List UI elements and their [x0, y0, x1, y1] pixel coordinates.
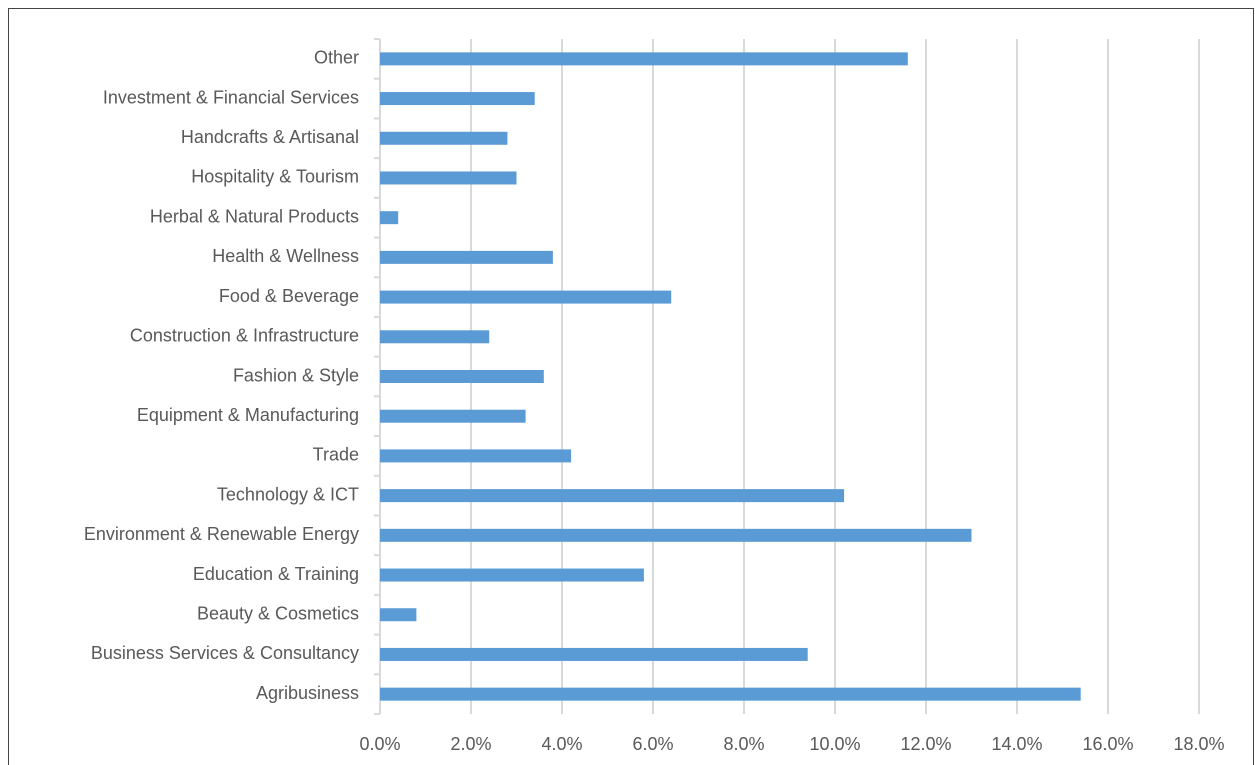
bar: [380, 290, 672, 304]
x-tick-label: 8.0%: [723, 734, 764, 754]
chart-border: [8, 8, 1254, 765]
bar: [380, 370, 544, 383]
x-tick-label: 6.0%: [632, 734, 673, 754]
y-tick-label: Hospitality & Tourism: [191, 167, 359, 187]
bar: [380, 568, 644, 582]
y-tick-label: Trade: [313, 445, 359, 465]
bar: [380, 52, 908, 66]
y-tick-label: Investment & Financial Services: [103, 87, 359, 107]
x-tick-label: 4.0%: [541, 734, 582, 754]
y-tick-label: Health & Wellness: [212, 246, 359, 266]
x-tick-label: 0.0%: [359, 734, 400, 754]
y-tick-label: Technology & ICT: [217, 484, 359, 504]
bar: [380, 608, 417, 622]
y-tick-label: Agribusiness: [256, 683, 359, 703]
bar: [380, 449, 572, 463]
y-tick-label: Construction & Infrastructure: [130, 326, 359, 346]
y-tick-label: Food & Beverage: [219, 286, 359, 306]
y-tick-label: Beauty & Cosmetics: [197, 603, 359, 623]
bar: [380, 528, 972, 542]
bar: [380, 330, 490, 344]
y-tick-label: Equipment & Manufacturing: [137, 405, 359, 425]
y-tick-label: Herbal & Natural Products: [150, 206, 359, 226]
bar: [380, 489, 845, 503]
bar: [380, 211, 399, 225]
x-tick-label: 10.0%: [809, 734, 860, 754]
x-tick-label: 12.0%: [900, 734, 951, 754]
x-tick-label: 18.0%: [1173, 734, 1224, 754]
bar: [380, 131, 508, 145]
y-tick-label: Education & Training: [193, 564, 359, 584]
y-tick-label: Fashion & Style: [233, 365, 359, 385]
bar: [380, 647, 808, 661]
bar: [380, 250, 553, 264]
x-tick-label: 14.0%: [991, 734, 1042, 754]
bar: [380, 92, 535, 106]
x-tick-label: 16.0%: [1082, 734, 1133, 754]
x-tick-label: 2.0%: [450, 734, 491, 754]
bar: [380, 409, 526, 423]
bar: [380, 687, 1081, 701]
y-tick-label: Business Services & Consultancy: [91, 643, 359, 663]
y-tick-label: Other: [314, 48, 359, 68]
y-tick-label: Handcrafts & Artisanal: [181, 127, 359, 147]
y-tick-label: Environment & Renewable Energy: [84, 524, 359, 544]
bar: [380, 171, 517, 185]
